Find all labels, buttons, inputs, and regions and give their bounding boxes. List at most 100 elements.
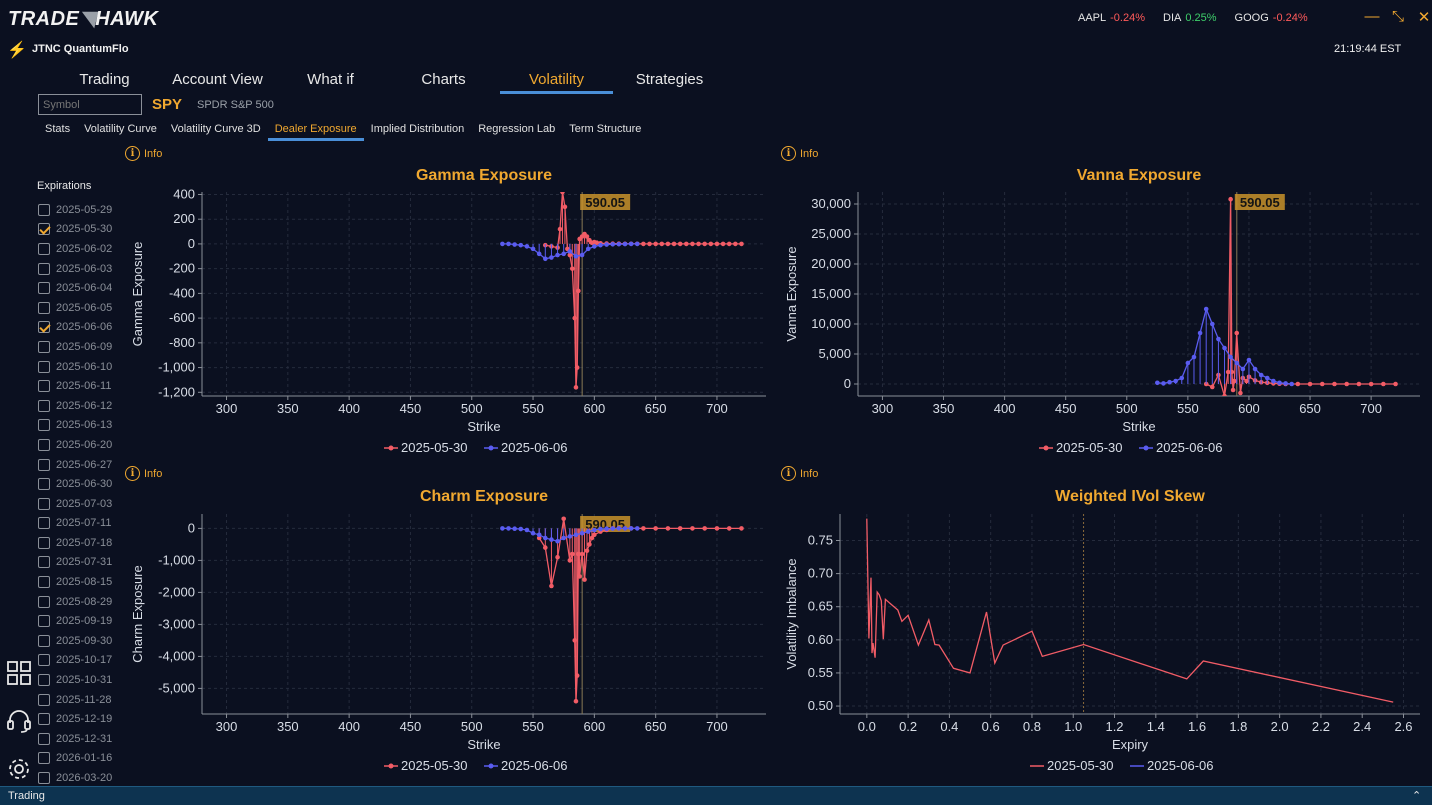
expiration-checkbox[interactable] bbox=[38, 654, 50, 667]
data-point bbox=[573, 385, 579, 390]
expiration-checkbox[interactable] bbox=[38, 497, 50, 510]
expiration-item[interactable]: 2025-06-11 bbox=[38, 376, 138, 396]
tab-volatility[interactable]: Volatility bbox=[500, 66, 613, 94]
vanna-info-button[interactable]: i Info bbox=[781, 146, 818, 161]
legend-marker bbox=[488, 763, 494, 769]
expiration-checkbox[interactable] bbox=[38, 380, 50, 393]
data-point bbox=[512, 242, 517, 247]
tab-account-view[interactable]: Account View bbox=[172, 71, 263, 88]
expiration-checkbox[interactable] bbox=[38, 242, 50, 255]
expiration-checkbox[interactable] bbox=[38, 399, 50, 412]
expiration-item[interactable]: 2025-10-31 bbox=[38, 670, 138, 690]
expiration-checkbox[interactable] bbox=[38, 262, 50, 275]
expiration-item[interactable]: 2025-09-19 bbox=[38, 611, 138, 631]
expiration-checkbox[interactable] bbox=[38, 223, 50, 236]
settings-gear-icon[interactable] bbox=[6, 756, 32, 782]
expiration-checkbox[interactable] bbox=[38, 203, 50, 216]
collapse-chevron-icon[interactable]: ⌃ bbox=[1412, 790, 1422, 802]
expiration-item[interactable]: 2025-05-29 bbox=[38, 200, 138, 220]
symbol-input[interactable] bbox=[38, 94, 142, 115]
expiration-item[interactable]: 2025-06-27 bbox=[38, 455, 138, 475]
expiration-item[interactable]: 2025-06-30 bbox=[38, 474, 138, 494]
data-point bbox=[574, 365, 580, 370]
expiration-checkbox[interactable] bbox=[38, 536, 50, 549]
expiration-item[interactable]: 2025-06-13 bbox=[38, 416, 138, 436]
expiration-item[interactable]: 2025-06-12 bbox=[38, 396, 138, 416]
subtab-stats[interactable]: Stats bbox=[45, 123, 71, 135]
expiration-checkbox[interactable] bbox=[38, 674, 50, 687]
ticker-dia[interactable]: DIA 0.25% bbox=[1163, 12, 1217, 24]
x-axis-label: Strike bbox=[467, 419, 500, 434]
subtab-volatility-curve-3d[interactable]: Volatility Curve 3D bbox=[170, 123, 261, 135]
ticker-goog[interactable]: GOOG -0.24% bbox=[1235, 12, 1308, 24]
expiration-checkbox[interactable] bbox=[38, 693, 50, 706]
expiration-item[interactable]: 2025-12-19 bbox=[38, 709, 138, 729]
expiration-item[interactable]: 2026-03-20 bbox=[38, 768, 138, 788]
expiration-item[interactable]: 2025-06-04 bbox=[38, 278, 138, 298]
expiration-item[interactable]: 2026-01-16 bbox=[38, 749, 138, 769]
expiration-item[interactable]: 2025-06-20 bbox=[38, 435, 138, 455]
subtab-term-structure[interactable]: Term Structure bbox=[569, 123, 642, 135]
expiration-item[interactable]: 2025-07-03 bbox=[38, 494, 138, 514]
expiration-checkbox[interactable] bbox=[38, 713, 50, 726]
data-point bbox=[543, 535, 548, 541]
headset-support-icon[interactable] bbox=[6, 708, 32, 734]
expiration-item[interactable]: 2025-08-29 bbox=[38, 592, 138, 612]
expiration-item[interactable]: 2025-06-06 bbox=[38, 318, 138, 338]
expiration-checkbox[interactable] bbox=[38, 301, 50, 314]
expiration-item[interactable]: 2025-10-17 bbox=[38, 651, 138, 671]
expiration-item[interactable]: 2025-09-30 bbox=[38, 631, 138, 651]
close-icon[interactable]: ✕ bbox=[1417, 9, 1431, 26]
tab-trading[interactable]: Trading bbox=[79, 71, 130, 88]
charm-info-button[interactable]: i Info bbox=[125, 466, 162, 481]
expiration-checkbox[interactable] bbox=[38, 634, 50, 647]
x-tick-label: 600 bbox=[583, 401, 605, 416]
expiration-item[interactable]: 2025-06-09 bbox=[38, 337, 138, 357]
expiration-checkbox[interactable] bbox=[38, 282, 50, 295]
expiration-checkbox[interactable] bbox=[38, 576, 50, 589]
data-point bbox=[592, 244, 597, 249]
data-point bbox=[569, 551, 575, 557]
expiration-item[interactable]: 2025-05-30 bbox=[38, 220, 138, 240]
expiration-checkbox[interactable] bbox=[38, 419, 50, 432]
expiration-checkbox[interactable] bbox=[38, 615, 50, 628]
expiration-item[interactable]: 2025-07-31 bbox=[38, 553, 138, 573]
tab-what-if[interactable]: What if bbox=[307, 71, 354, 88]
expiration-item[interactable]: 2025-06-10 bbox=[38, 357, 138, 377]
expiration-checkbox[interactable] bbox=[38, 556, 50, 569]
subtab-regression-lab[interactable]: Regression Lab bbox=[478, 123, 556, 135]
expiration-checkbox[interactable] bbox=[38, 732, 50, 745]
expiration-item[interactable]: 2025-12-31 bbox=[38, 729, 138, 749]
sub-tabs: Stats Volatility Curve Volatility Curve 3D… bbox=[38, 120, 648, 142]
expiration-checkbox[interactable] bbox=[38, 478, 50, 491]
ticker-aapl[interactable]: AAPL -0.24% bbox=[1078, 12, 1145, 24]
expiration-checkbox[interactable] bbox=[38, 772, 50, 785]
expiration-item[interactable]: 2025-06-05 bbox=[38, 298, 138, 318]
skew-info-button[interactable]: i Info bbox=[781, 466, 818, 481]
subtab-volatility-curve[interactable]: Volatility Curve bbox=[84, 123, 157, 135]
expiration-item[interactable]: 2025-07-18 bbox=[38, 533, 138, 553]
expiration-checkbox[interactable] bbox=[38, 438, 50, 451]
data-point bbox=[1155, 380, 1160, 386]
expiration-item[interactable]: 2025-06-02 bbox=[38, 239, 138, 259]
minimize-icon[interactable]: — bbox=[1364, 8, 1380, 25]
gamma-info-button[interactable]: i Info bbox=[125, 146, 162, 161]
expiration-checkbox[interactable] bbox=[38, 340, 50, 353]
expiration-item[interactable]: 2025-11-28 bbox=[38, 690, 138, 710]
expiration-item[interactable]: 2025-06-03 bbox=[38, 259, 138, 279]
expiration-checkbox[interactable] bbox=[38, 752, 50, 765]
tab-charts[interactable]: Charts bbox=[421, 71, 466, 88]
expiration-checkbox[interactable] bbox=[38, 360, 50, 373]
logo-swoosh-icon: ◥ bbox=[79, 8, 96, 30]
restore-icon[interactable]: ⤡ bbox=[1391, 8, 1404, 25]
expiration-item[interactable]: 2025-07-11 bbox=[38, 514, 138, 534]
expiration-checkbox[interactable] bbox=[38, 595, 50, 608]
grid-layout-icon[interactable] bbox=[6, 660, 32, 686]
subtab-dealer-exposure[interactable]: Dealer Exposure bbox=[267, 120, 364, 141]
expiration-checkbox[interactable] bbox=[38, 517, 50, 530]
expiration-checkbox[interactable] bbox=[38, 321, 50, 334]
tab-strategies[interactable]: Strategies bbox=[635, 71, 704, 88]
subtab-implied-distribution[interactable]: Implied Distribution bbox=[370, 123, 465, 135]
expiration-checkbox[interactable] bbox=[38, 458, 50, 471]
expiration-item[interactable]: 2025-08-15 bbox=[38, 572, 138, 592]
